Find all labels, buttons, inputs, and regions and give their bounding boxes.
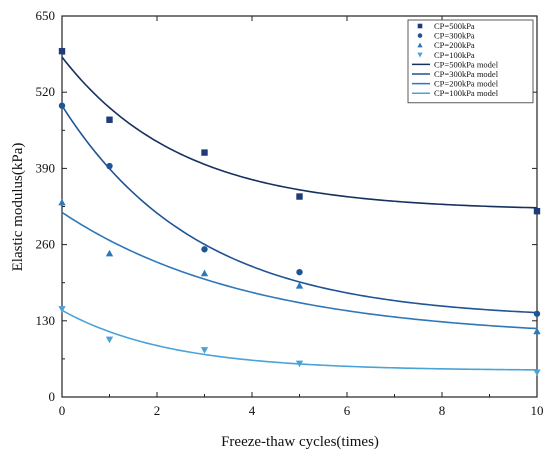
model-curve-1 [61,56,538,209]
y-tick-label: 0 [49,389,56,404]
data-point-series-1 [201,149,208,156]
data-point-series-1 [58,47,66,55]
legend-label: CP=300kPa [434,31,475,41]
legend-label: CP=500kPa [434,21,475,31]
x-tick-label: 2 [154,403,161,418]
data-point-series-3 [295,281,304,289]
legend-marker-1 [417,23,423,29]
data-point-series-3 [58,198,66,206]
model-curve-2 [61,105,538,314]
x-tick-label: 0 [59,403,66,418]
model-curve-3 [61,211,538,330]
legend-marker-4 [417,52,423,58]
model-curves-layer [61,56,538,371]
data-point-series-4 [105,336,114,344]
legend-label: CP=200kPa model [434,79,499,89]
data-point-series-2 [58,102,66,109]
data-point-series-3 [533,327,541,335]
axes-layer: 0 2 4 6 8 10 0 130 260 390 520 650 [36,8,544,418]
legend-box [407,19,534,104]
data-point-series-3 [200,269,209,277]
y-tick-label: 520 [36,84,56,99]
y-axis-title: Elastic modulus(kPa) [10,143,26,272]
data-point-series-1 [106,116,113,123]
data-point-series-2 [296,268,303,276]
data-point-series-2 [106,162,113,170]
data-point-series-3 [105,249,114,257]
y-tick-label: 650 [36,8,56,23]
x-tick-label: 4 [249,403,256,418]
x-tick-label: 10 [531,403,544,418]
legend-marker-2 [417,33,423,38]
y-tick-label: 260 [36,237,56,252]
data-point-series-4 [58,306,66,313]
x-tick-label: 6 [344,403,351,418]
data-point-series-4 [533,369,541,377]
data-point-series-1 [533,207,541,215]
data-point-series-1 [296,193,303,200]
data-point-series-4 [295,360,304,368]
legend: CP=500kPaCP=300kPaCP=200kPaCP=100kPaCP=5… [407,19,534,104]
x-tick-label: 8 [439,403,446,418]
data-point-series-2 [533,310,541,317]
y-tick-label: 390 [36,160,56,175]
legend-label: CP=100kPa [434,50,475,60]
legend-label: CP=300kPa model [434,69,499,79]
data-point-series-4 [200,347,209,354]
legend-label: CP=500kPa model [434,59,499,69]
x-axis-title: Freeze-thaw cycles(times) [221,434,379,450]
data-points-layer [58,47,541,377]
legend-label: CP=200kPa [434,40,475,50]
legend-marker-3 [417,42,423,48]
legend-label: CP=100kPa model [434,88,499,98]
y-tick-label: 130 [36,313,56,328]
data-point-series-2 [201,246,208,253]
